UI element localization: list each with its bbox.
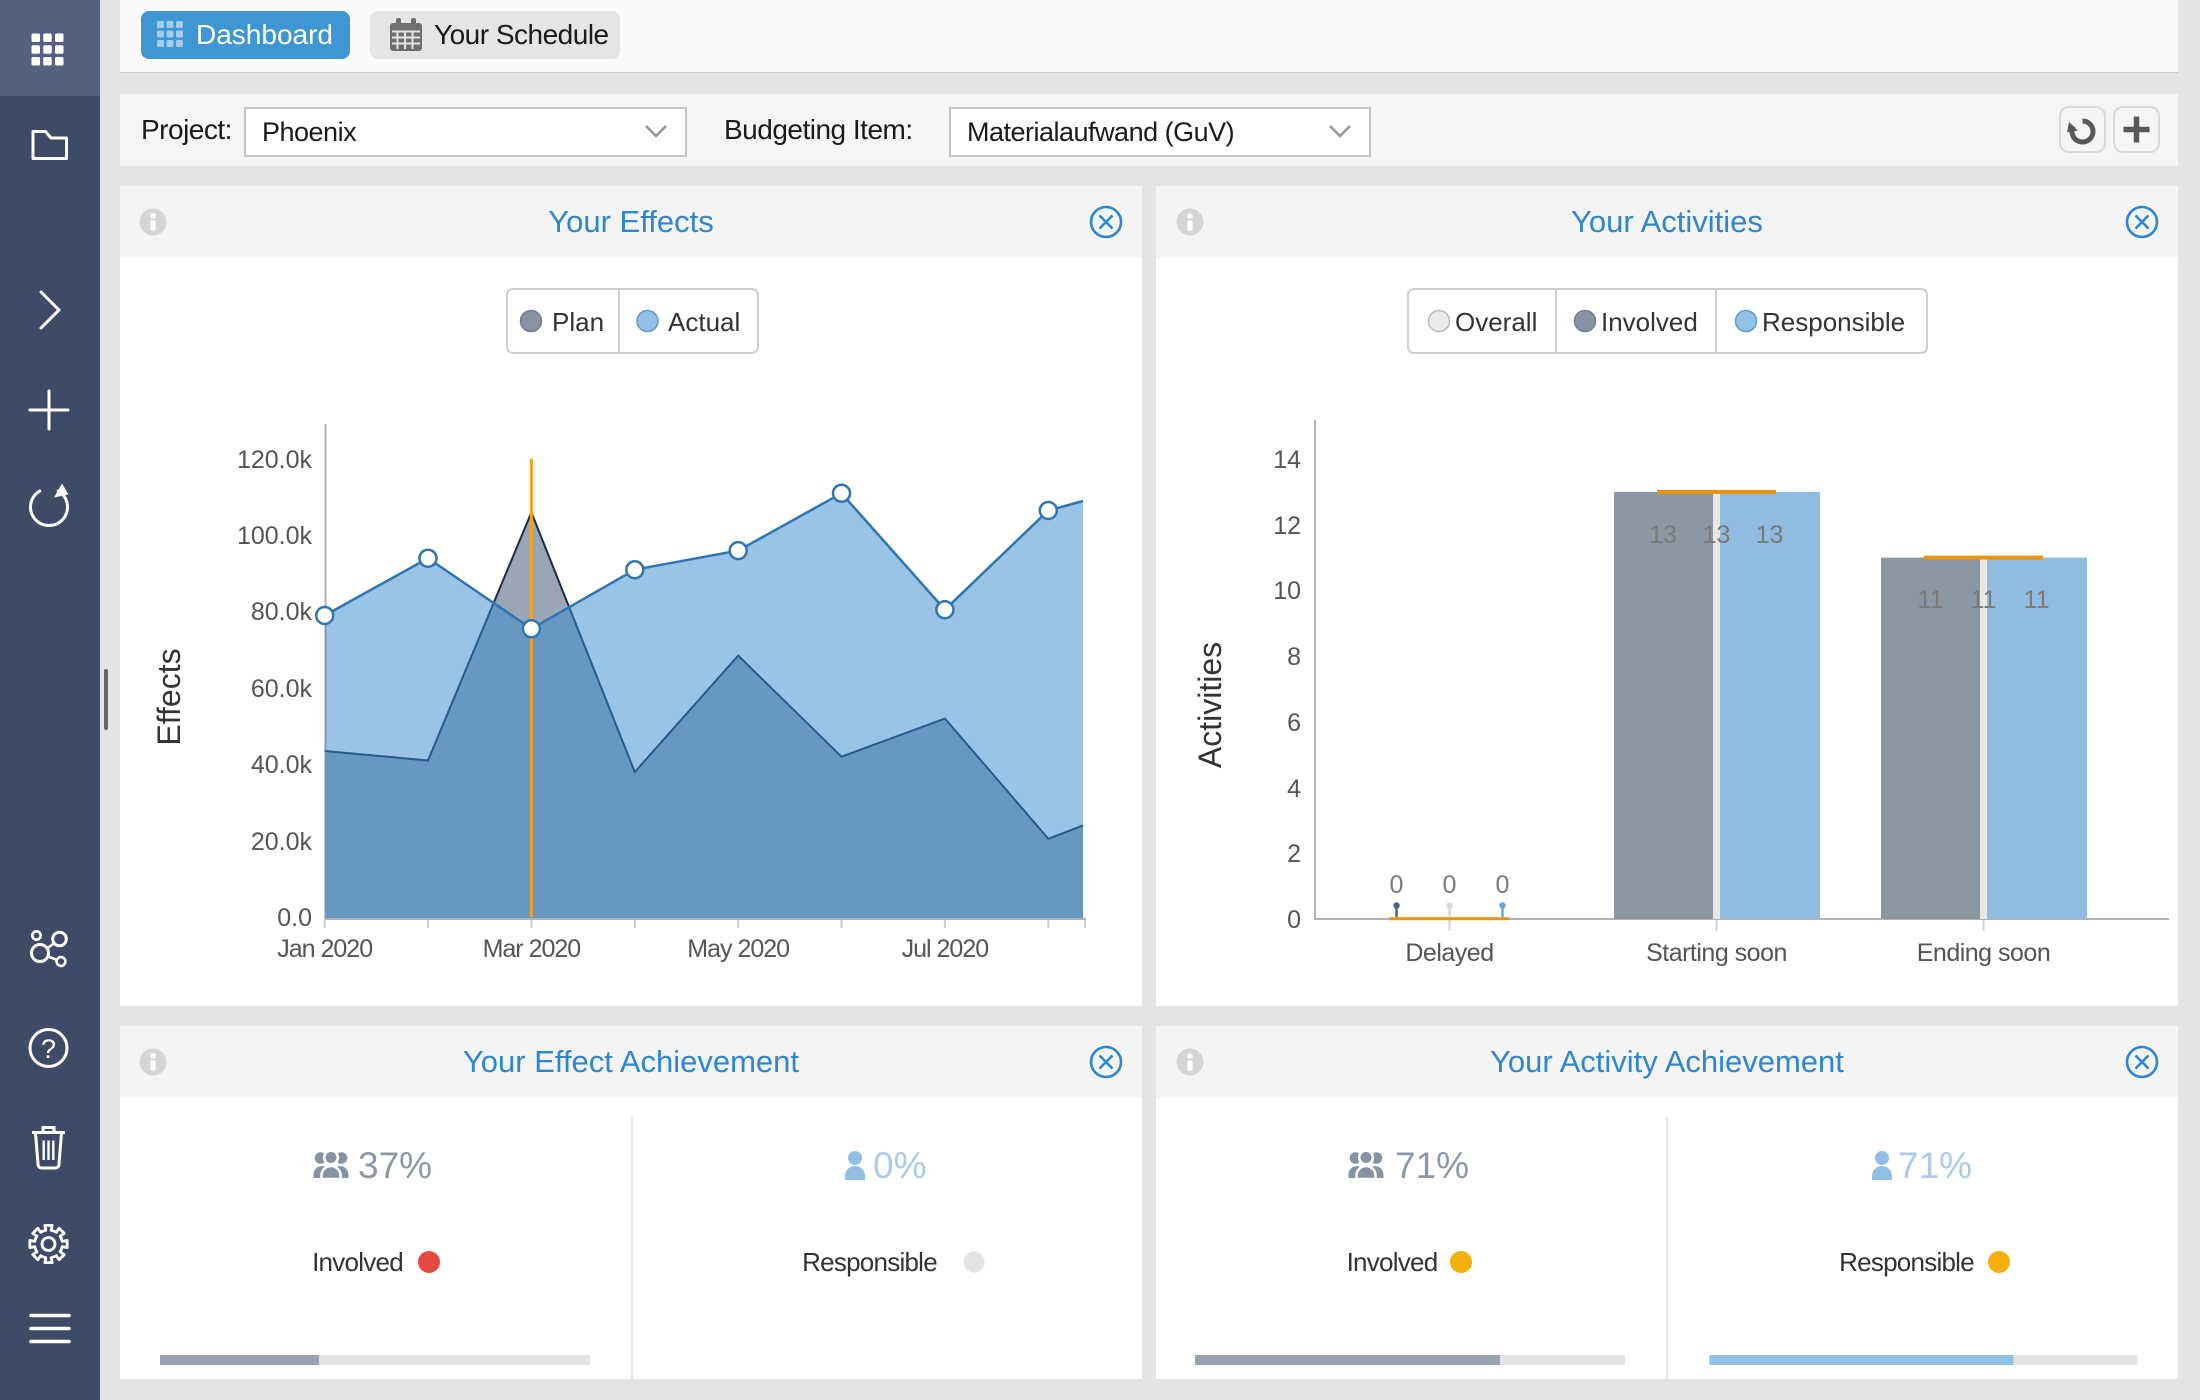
svg-text:13: 13 xyxy=(1703,521,1731,549)
svg-text:14: 14 xyxy=(1273,446,1301,474)
svg-text:40.0k: 40.0k xyxy=(251,751,313,779)
svg-text:0%: 0% xyxy=(873,1145,926,1186)
svg-text:Plan: Plan xyxy=(552,307,604,337)
svg-text:11: 11 xyxy=(2024,586,2050,614)
svg-text:Mar 2020: Mar 2020 xyxy=(483,935,581,963)
svg-text:?: ? xyxy=(41,1034,56,1064)
svg-text:11: 11 xyxy=(1971,586,1997,614)
svg-text:Responsible: Responsible xyxy=(1839,1247,1974,1277)
svg-text:Involved: Involved xyxy=(312,1247,403,1277)
svg-text:Starting soon: Starting soon xyxy=(1646,939,1787,967)
svg-text:37%: 37% xyxy=(358,1145,432,1186)
svg-text:10: 10 xyxy=(1273,577,1301,605)
svg-text:Jul 2020: Jul 2020 xyxy=(902,935,989,963)
svg-text:Ending soon: Ending soon xyxy=(1917,939,2051,967)
svg-text:4: 4 xyxy=(1287,775,1301,803)
svg-text:Involved: Involved xyxy=(1347,1247,1438,1277)
svg-text:71%: 71% xyxy=(1395,1145,1469,1186)
svg-text:0: 0 xyxy=(1496,871,1510,899)
svg-text:60.0k: 60.0k xyxy=(251,675,313,703)
svg-text:Activities: Activities xyxy=(1192,642,1228,768)
svg-text:80.0k: 80.0k xyxy=(251,598,313,626)
svg-text:0: 0 xyxy=(1287,906,1301,934)
svg-text:8: 8 xyxy=(1287,643,1301,671)
svg-text:Actual: Actual xyxy=(668,307,740,337)
svg-text:100.0k: 100.0k xyxy=(237,522,313,550)
svg-text:20.0k: 20.0k xyxy=(251,828,313,856)
svg-text:12: 12 xyxy=(1273,512,1301,540)
svg-text:0: 0 xyxy=(1443,871,1457,899)
svg-text:13: 13 xyxy=(1756,521,1784,549)
svg-text:0.0: 0.0 xyxy=(277,904,312,932)
svg-text:Effects: Effects xyxy=(151,648,187,745)
svg-text:120.0k: 120.0k xyxy=(237,446,313,474)
svg-text:6: 6 xyxy=(1287,709,1301,737)
svg-text:Jan 2020: Jan 2020 xyxy=(277,935,372,963)
svg-text:71%: 71% xyxy=(1898,1145,1972,1186)
svg-text:2: 2 xyxy=(1287,840,1301,868)
svg-text:Involved: Involved xyxy=(1601,307,1698,337)
svg-text:May 2020: May 2020 xyxy=(687,935,789,963)
svg-text:Overall: Overall xyxy=(1455,307,1537,337)
svg-text:0: 0 xyxy=(1390,871,1404,899)
svg-text:Responsible: Responsible xyxy=(802,1247,937,1277)
svg-text:11: 11 xyxy=(1918,586,1944,614)
svg-text:Responsible: Responsible xyxy=(1762,307,1905,337)
svg-text:13: 13 xyxy=(1649,521,1677,549)
svg-text:Delayed: Delayed xyxy=(1405,939,1493,967)
